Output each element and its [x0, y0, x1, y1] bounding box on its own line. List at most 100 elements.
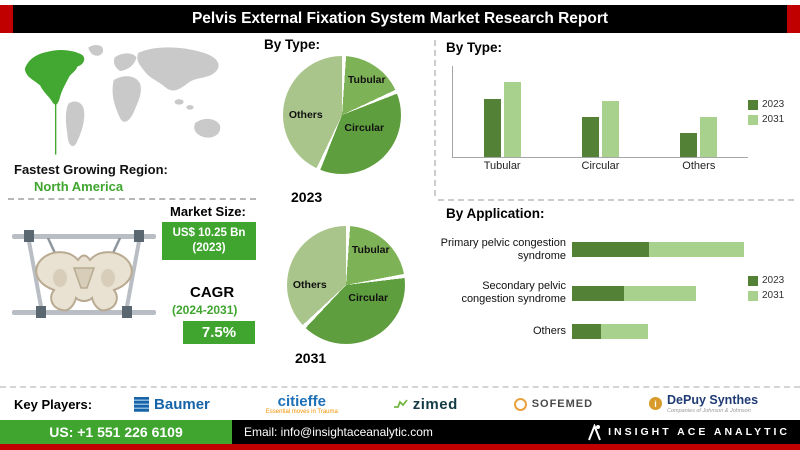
- legend-swatch: [748, 99, 758, 110]
- bar-pair: [680, 66, 718, 157]
- market-size-label: Market Size:: [170, 204, 246, 219]
- bar-2031: [700, 117, 718, 157]
- by-type-bar-chart: Tubular Circular Others 2023 2031: [452, 56, 794, 172]
- by-application-title: By Application:: [446, 206, 545, 221]
- key-players-label: Key Players:: [14, 396, 93, 412]
- depuy-name: DePuy Synthes: [667, 393, 759, 408]
- zimed-name: zimed: [412, 395, 458, 413]
- bar-group: Circular: [581, 66, 619, 172]
- hbar-rows: Primary pelvic congestion syndrome Second…: [438, 228, 748, 348]
- legend-item: 2031: [748, 114, 794, 125]
- pie-slice-label: Tubular: [351, 243, 390, 256]
- phone-number: US: +1 551 226 6109: [0, 420, 232, 444]
- legend-item: 2031: [748, 290, 794, 301]
- red-accent-left: [0, 5, 13, 33]
- hbar-category-label: Primary pelvic congestion syndrome: [440, 237, 566, 262]
- bar-group: Tubular: [483, 66, 521, 172]
- world-map: [24, 44, 221, 155]
- pie-2031-caption: 2031: [295, 350, 327, 366]
- footer-bar: US: +1 551 226 6109 Email: info@insighta…: [0, 420, 800, 444]
- brand-name: INSIGHT ACE ANALYTIC: [608, 426, 790, 438]
- hbar-segment-2023: [572, 285, 624, 301]
- region-value: North America: [34, 178, 124, 194]
- logo-zimed: zimed: [393, 395, 458, 413]
- key-players-logos: Baumer citieffe Essential moves in Traum…: [106, 393, 786, 415]
- key-players-section: Key Players: Baumer citieffe Essential m…: [0, 389, 800, 419]
- pie-slice-label: Circular: [348, 292, 389, 305]
- pie-slice-label: Tubular: [347, 73, 386, 86]
- report-title: Pelvis External Fixation System Market R…: [13, 5, 787, 33]
- divider-vertical: [434, 40, 436, 196]
- legend-item: 2023: [748, 99, 794, 110]
- bar-category-label: Circular: [581, 160, 620, 172]
- cagr-label: CAGR: [190, 284, 235, 301]
- hbar-row: Others: [438, 323, 748, 339]
- bar-plot: Tubular Circular Others: [452, 66, 748, 172]
- pie-slice-label: Others: [292, 279, 327, 292]
- logo-sofemed: SOFEMED: [513, 397, 593, 411]
- fastest-growing-region: Fastest Growing Region: North America: [14, 162, 168, 196]
- bar-category-label: Others: [682, 160, 716, 172]
- by-type-pies-title: By Type:: [264, 37, 321, 52]
- bar-2023: [483, 99, 501, 157]
- hbar-segment-2023: [572, 323, 602, 339]
- baumer-icon: [134, 396, 150, 412]
- bar-2023: [680, 133, 698, 157]
- cagr-period: (2024-2031): [172, 303, 238, 317]
- logo-depuy-synthes: i DePuy Synthes Companies of Johnson & J…: [649, 393, 759, 414]
- logo-baumer: Baumer: [134, 396, 210, 413]
- depuy-tagline: Companies of Johnson & Johnson: [667, 407, 751, 414]
- bar-category-label: Tubular: [483, 160, 521, 172]
- market-size-badge: US$ 10.25 Bn (2023): [162, 222, 256, 260]
- brand-lockup: INSIGHT ACE ANALYTIC: [587, 423, 790, 441]
- legend-item: 2023: [748, 275, 794, 286]
- cagr-value-badge: 7.5%: [183, 321, 255, 344]
- depuy-text-block: DePuy Synthes Companies of Johnson & Joh…: [667, 393, 759, 414]
- hbar-category-label: Others: [532, 325, 566, 338]
- pie-disc: [287, 226, 405, 344]
- divider-left: [8, 198, 256, 200]
- by-type-bars-title: By Type:: [446, 40, 503, 55]
- chart-legend: 2023 2031: [748, 56, 794, 168]
- insight-ace-logo-icon: [588, 423, 601, 440]
- bar-group: Others: [680, 66, 718, 172]
- bar-2031: [601, 101, 619, 157]
- hbar-category-label: Secondary pelvic congestion syndrome: [461, 280, 566, 306]
- bar-pair: [581, 66, 619, 157]
- market-size-year: (2023): [192, 241, 226, 254]
- hbar-row: Secondary pelvic congestion syndrome: [438, 280, 748, 305]
- legend-label: 2031: [762, 114, 785, 125]
- hbar-track: [572, 323, 744, 339]
- hbar-segment-2031: [623, 285, 696, 301]
- zimed-pulse-icon: [393, 399, 408, 408]
- chart-legend: 2023 2031: [748, 228, 794, 348]
- by-application-bar-chart: Primary pelvic congestion syndrome Second…: [438, 228, 794, 348]
- legend-label: 2023: [762, 275, 785, 286]
- red-accent-right: [787, 5, 800, 33]
- bar-2031: [503, 82, 521, 157]
- legend-swatch: [748, 290, 758, 301]
- email-address: Email: info@insightaceanalytic.com: [244, 425, 433, 439]
- pie-disc: [283, 56, 401, 174]
- baumer-name: Baumer: [154, 395, 210, 413]
- divider-right: [438, 199, 794, 201]
- legend-label: 2031: [762, 290, 785, 301]
- depuy-icon: i: [649, 397, 663, 411]
- market-size-value: US$ 10.25 Bn: [172, 227, 246, 239]
- legend-swatch: [748, 114, 758, 125]
- divider-players: [0, 386, 800, 388]
- hbar-segment-2023: [572, 242, 650, 258]
- hbar-row: Primary pelvic congestion syndrome: [438, 237, 748, 262]
- legend-swatch: [748, 275, 758, 286]
- bottom-red-strip: [0, 444, 800, 450]
- citieffe-name: citieffe: [277, 392, 326, 410]
- pie-chart-2031: Tubular Circular Others: [287, 226, 405, 344]
- logo-citieffe: citieffe Essential moves in Trauma: [266, 394, 338, 415]
- legend-label: 2023: [762, 99, 785, 110]
- hbar-track: [572, 242, 744, 258]
- hbar-segment-2031: [649, 242, 744, 258]
- pie-slice-label: Others: [288, 109, 323, 122]
- pie-2023-caption: 2023: [291, 189, 323, 205]
- sofemed-icon: [513, 397, 527, 411]
